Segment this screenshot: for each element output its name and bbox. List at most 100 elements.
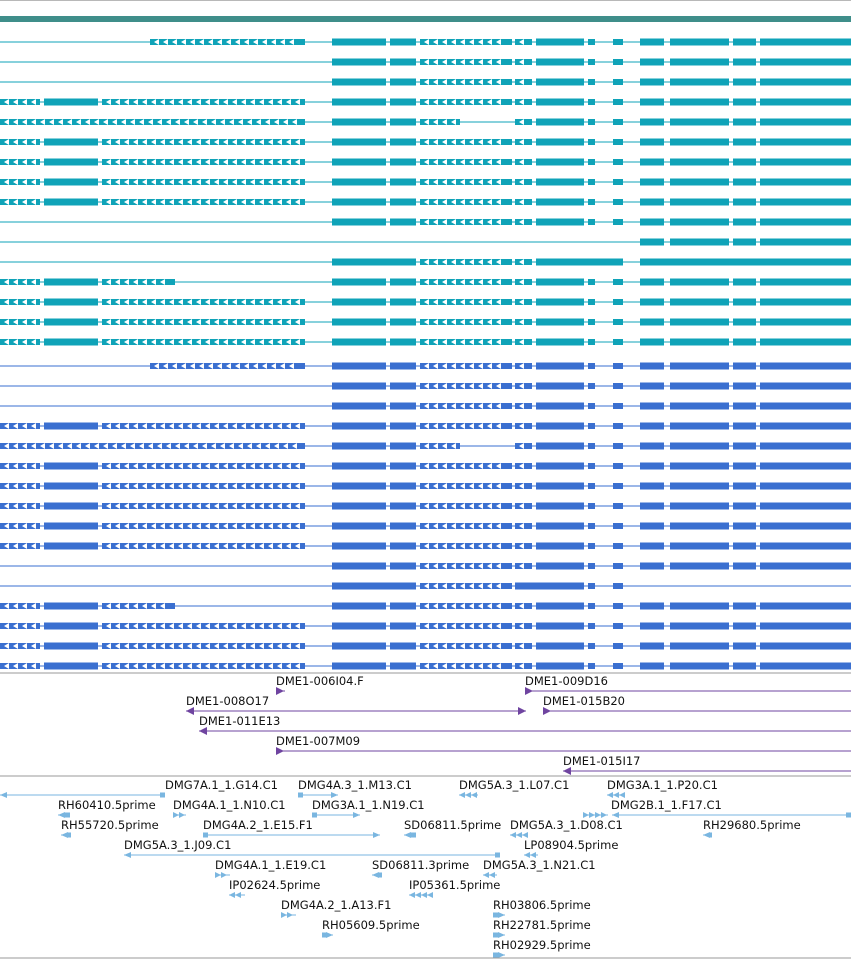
est-feature[interactable]: DMG3A.1_1.P20.C1: [607, 778, 718, 798]
est-feature[interactable]: DMG5A.3_1.J09.C1: [124, 838, 500, 858]
transcript[interactable]: [0, 502, 851, 510]
est-feature[interactable]: RH22781.5prime: [493, 918, 591, 938]
clone-label: DME1-015I17: [563, 754, 641, 768]
est-feature[interactable]: DMG4A.2_1.A13.F1: [281, 898, 391, 918]
est-feature[interactable]: DMG2B.1_1.F17.C1: [583, 798, 851, 818]
est-label: DMG5A.3_1.L07.C1: [459, 778, 569, 792]
transcript[interactable]: [0, 338, 851, 346]
clone-feature[interactable]: DME1-009D16: [525, 674, 851, 695]
transcript[interactable]: [0, 402, 851, 410]
clone-label: DME1-006I04.F: [276, 674, 364, 688]
transcript[interactable]: [0, 58, 851, 66]
est-feature[interactable]: DMG4A.1_1.N10.C1: [173, 798, 286, 818]
transcript[interactable]: [0, 662, 851, 670]
transcript[interactable]: [0, 98, 851, 106]
est-feature[interactable]: DMG3A.1_1.N19.C1: [312, 798, 425, 818]
est-label: DMG7A.1_1.G14.C1: [165, 778, 278, 792]
est-label: DMG5A.3_1.J09.C1: [124, 838, 231, 852]
est-feature[interactable]: DMG7A.1_1.G14.C1: [0, 778, 278, 798]
est-label: DMG4A.3_1.M13.C1: [298, 778, 412, 792]
transcript[interactable]: [0, 278, 851, 286]
transcript[interactable]: [0, 78, 851, 86]
clone-track: DME1-006I04.F DME1-009D16 DME1-008O17 DME1-…: [186, 674, 851, 775]
transcript[interactable]: [0, 642, 851, 650]
est-feature[interactable]: RH02929.5prime: [493, 938, 591, 958]
est-label: DMG5A.3_1.N21.C1: [483, 858, 596, 872]
transcript[interactable]: [0, 562, 851, 570]
clone-label: DME1-011E13: [199, 714, 280, 728]
transcript[interactable]: [0, 258, 851, 266]
est-label: IP05361.5prime: [409, 878, 500, 892]
est-feature[interactable]: SD06811.5prime: [404, 818, 501, 838]
transcript[interactable]: [0, 318, 851, 326]
scale-header-bar: [0, 16, 851, 22]
est-label: DMG3A.1_1.P20.C1: [607, 778, 718, 792]
est-label: DMG4A.2_1.E15.F1: [203, 818, 313, 832]
est-feature[interactable]: SD06811.3prime: [372, 858, 469, 878]
est-feature[interactable]: RH55720.5prime: [61, 818, 159, 838]
transcript[interactable]: [0, 38, 851, 46]
clone-feature[interactable]: DME1-015I17: [563, 754, 851, 775]
est-feature[interactable]: LP08904.5prime: [524, 838, 618, 858]
est-feature[interactable]: RH05609.5prime: [322, 918, 420, 938]
top-border: [0, 0, 851, 1]
est-feature[interactable]: RH60410.5prime: [58, 798, 156, 818]
transcript[interactable]: [0, 482, 851, 490]
est-label: RH03806.5prime: [493, 898, 591, 912]
transcript[interactable]: [0, 622, 851, 630]
clone-label: DME1-008O17: [186, 694, 269, 708]
est-label: LP08904.5prime: [524, 838, 618, 852]
transcript[interactable]: [0, 522, 851, 530]
clone-feature[interactable]: DME1-007M09: [276, 734, 851, 755]
transcript[interactable]: [0, 178, 851, 186]
clone-label: DME1-015B20: [543, 694, 625, 708]
est-feature[interactable]: DMG4A.2_1.E15.F1: [203, 818, 380, 838]
est-feature[interactable]: RH29680.5prime: [703, 818, 801, 838]
transcript[interactable]: [0, 138, 851, 146]
clone-label: DME1-009D16: [525, 674, 608, 688]
est-label: SD06811.5prime: [404, 818, 501, 832]
transcript[interactable]: [0, 118, 851, 126]
transcript[interactable]: [0, 582, 851, 590]
est-label: DMG2B.1_1.F17.C1: [611, 798, 722, 812]
est-label: RH02929.5prime: [493, 938, 591, 952]
clone-feature[interactable]: DME1-015B20: [543, 694, 851, 715]
est-track: DMG7A.1_1.G14.C1 DMG4A.3_1.M13.C1 DMG5A.3_…: [0, 778, 851, 958]
clone-feature[interactable]: DME1-006I04.F: [276, 674, 364, 695]
transcript[interactable]: [0, 442, 851, 450]
est-feature[interactable]: IP05361.5prime: [409, 878, 500, 898]
est-label: RH22781.5prime: [493, 918, 591, 932]
transcript[interactable]: [0, 158, 851, 166]
transcript[interactable]: [0, 462, 851, 470]
clone-label: DME1-007M09: [276, 734, 360, 748]
est-label: DMG4A.2_1.A13.F1: [281, 898, 391, 912]
transcript[interactable]: [0, 542, 851, 550]
est-feature[interactable]: RH03806.5prime: [493, 898, 591, 918]
transcript[interactable]: [0, 218, 851, 226]
est-feature[interactable]: IP02624.5prime: [229, 878, 320, 898]
clone-feature[interactable]: DME1-011E13: [199, 714, 851, 735]
est-label: RH29680.5prime: [703, 818, 801, 832]
est-label: DMG3A.1_1.N19.C1: [312, 798, 425, 812]
est-feature[interactable]: DMG4A.3_1.M13.C1: [298, 778, 412, 798]
transcript[interactable]: [0, 298, 851, 306]
est-label: IP02624.5prime: [229, 878, 320, 892]
est-feature[interactable]: DMG4A.1_1.E19.C1: [215, 858, 326, 878]
transcript[interactable]: [0, 422, 851, 430]
transcript[interactable]: [0, 198, 851, 206]
transcript[interactable]: [0, 238, 851, 246]
transcript[interactable]: [0, 602, 851, 610]
clone-feature[interactable]: DME1-008O17: [186, 694, 526, 715]
est-label: DMG4A.1_1.N10.C1: [173, 798, 286, 812]
transcript[interactable]: [0, 362, 851, 370]
est-label: SD06811.3prime: [372, 858, 469, 872]
est-feature[interactable]: DMG5A.3_1.N21.C1: [483, 858, 596, 878]
transcript[interactable]: [0, 382, 851, 390]
est-label: DMG5A.3_1.D08.C1: [510, 818, 623, 832]
est-feature[interactable]: DMG5A.3_1.L07.C1: [459, 778, 569, 798]
transcript-track-b: [0, 362, 851, 670]
est-feature[interactable]: DMG5A.3_1.D08.C1: [510, 818, 623, 838]
est-label: RH55720.5prime: [61, 818, 159, 832]
